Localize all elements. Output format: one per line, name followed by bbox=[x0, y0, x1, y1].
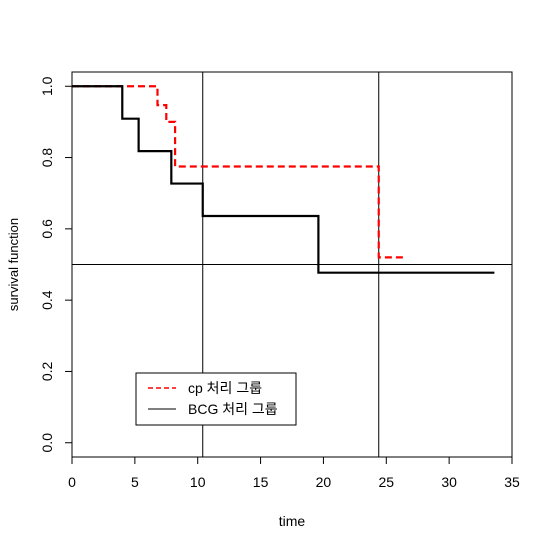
x-tick-label: 15 bbox=[253, 474, 269, 490]
legend-label: cp 처리 그룹 bbox=[188, 380, 262, 396]
x-axis: 0 5 10 15 20 25 30 35 bbox=[68, 457, 520, 490]
series-line-1 bbox=[72, 85, 406, 259]
x-tick-label: 30 bbox=[441, 474, 457, 490]
x-tick-label: 5 bbox=[131, 474, 139, 490]
series-line-2 bbox=[72, 85, 495, 274]
y-tick-label: 0.0 bbox=[39, 433, 55, 453]
x-tick-label: 0 bbox=[68, 474, 76, 490]
y-tick-label: 0.8 bbox=[39, 148, 55, 168]
y-tick-label: 0.2 bbox=[39, 362, 55, 382]
x-tick-label: 10 bbox=[190, 474, 206, 490]
y-axis-label: survival function bbox=[6, 218, 21, 311]
y-tick-label: 0.6 bbox=[39, 219, 55, 239]
y-tick-label: 0.4 bbox=[39, 290, 55, 310]
legend-label: BCG 처리 그룹 bbox=[188, 401, 278, 417]
plot-frame bbox=[71, 71, 513, 458]
y-axis: 0.0 0.2 0.4 0.6 0.8 1.0 bbox=[39, 76, 72, 452]
x-axis-label: time bbox=[279, 513, 306, 529]
x-tick-label: 35 bbox=[504, 474, 520, 490]
x-tick-label: 20 bbox=[316, 474, 332, 490]
y-tick-label: 1.0 bbox=[39, 76, 55, 96]
legend-box bbox=[135, 372, 297, 426]
legend: cp 처리 그룹 BCG 처리 그룹 bbox=[135, 372, 297, 426]
series-lines bbox=[72, 85, 495, 274]
x-tick-label: 25 bbox=[378, 474, 394, 490]
